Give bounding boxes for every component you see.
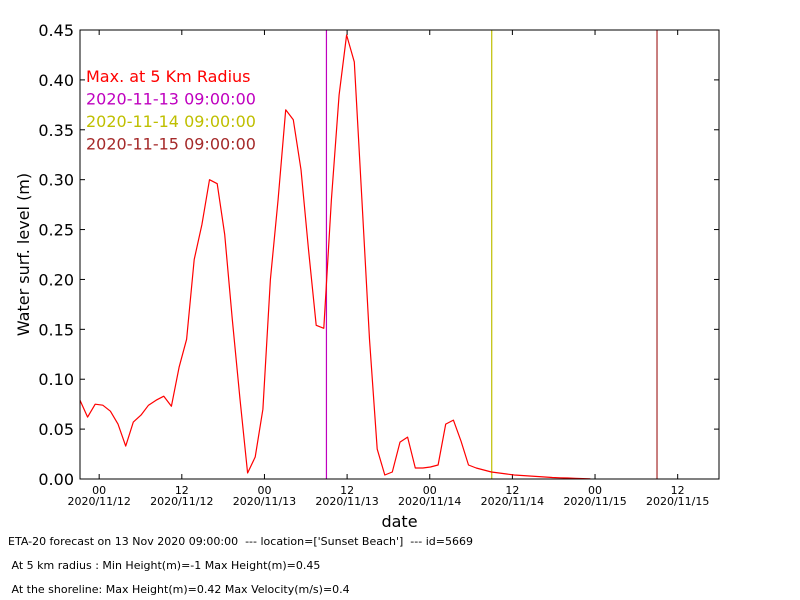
y-tick-label: 0.30 — [38, 171, 74, 190]
x-tick-label-date: 2020/11/13 — [233, 495, 296, 508]
shoreline-info-line: At the shoreline: Max Height(m)=0.42 Max… — [8, 583, 350, 596]
y-tick-label: 0.35 — [38, 121, 74, 140]
y-axis-ticks: 0.00 0.05 0.10 0.15 0.20 0.25 0.30 0.35 0.40 0.45 — [38, 21, 719, 489]
x-tick-label-date: 2020/11/15 — [646, 495, 709, 508]
x-axis-ticks: 002020/11/12122020/11/12002020/11/131220… — [67, 30, 709, 508]
x-tick-label-date: 2020/11/14 — [481, 495, 544, 508]
legend: Max. at 5 Km Radius 2020-11-13 09:00:00 20… — [86, 67, 256, 154]
x-tick-label-hour: 00 — [257, 484, 271, 497]
x-tick-label-hour: 12 — [505, 484, 519, 497]
x-tick-label-date: 2020/11/12 — [67, 495, 130, 508]
y-tick-label: 0.05 — [38, 420, 74, 439]
series-layer — [79, 34, 591, 480]
y-tick-label: 0.15 — [38, 320, 74, 339]
legend-entry: 2020-11-13 09:00:00 — [86, 90, 256, 109]
x-tick-label-hour: 12 — [340, 484, 354, 497]
water-level-chart: 0.00 0.05 0.10 0.15 0.20 0.25 0.30 0.35 0.40 0.45… — [14, 21, 720, 530]
y-tick-label: 0.10 — [38, 370, 74, 389]
y-tick-label: 0.00 — [38, 470, 74, 489]
x-tick-label-hour: 12 — [175, 484, 189, 497]
x-tick-label-date: 2020/11/14 — [398, 495, 461, 508]
x-tick-label-hour: 00 — [588, 484, 602, 497]
forecast-info-line: ETA-20 forecast on 13 Nov 2020 09:00:00 … — [8, 535, 473, 548]
radius-info-line: At 5 km radius : Min Height(m)=-1 Max He… — [8, 559, 321, 572]
x-tick-label-hour: 12 — [671, 484, 685, 497]
legend-entry: Max. at 5 Km Radius — [86, 67, 251, 86]
legend-entry: 2020-11-14 09:00:00 — [86, 112, 256, 131]
reference-lines — [325, 30, 658, 479]
x-tick-label-date: 2020/11/13 — [315, 495, 378, 508]
y-axis-label: Water surf. level (m) — [14, 173, 33, 336]
x-tick-label-hour: 00 — [92, 484, 106, 497]
y-tick-label: 0.45 — [38, 21, 74, 40]
legend-entry: 2020-11-15 09:00:00 — [86, 135, 256, 154]
x-tick-label-date: 2020/11/12 — [150, 495, 213, 508]
y-tick-label: 0.25 — [38, 221, 74, 240]
y-tick-label: 0.20 — [38, 270, 74, 289]
plot-frame — [79, 29, 720, 480]
series-line — [79, 34, 591, 480]
x-tick-label-date: 2020/11/15 — [563, 495, 626, 508]
y-tick-label: 0.40 — [38, 71, 74, 90]
x-axis-label: date — [381, 512, 417, 530]
x-tick-label-hour: 00 — [423, 484, 437, 497]
